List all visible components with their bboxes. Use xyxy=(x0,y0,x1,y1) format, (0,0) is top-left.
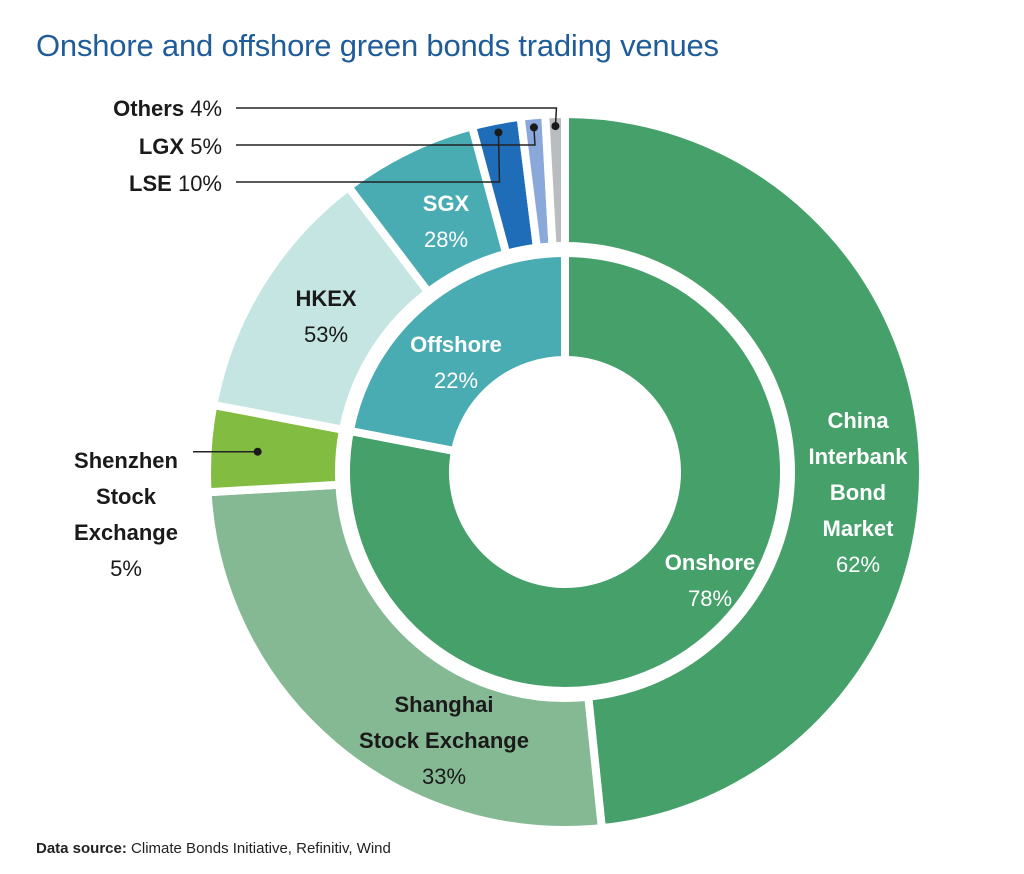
inner-ring xyxy=(342,248,788,695)
outer-slice-shanghai-stock-exchange xyxy=(203,480,607,834)
outer-label-shenzhen: Shenzhen Stock Exchange 5% xyxy=(74,448,178,581)
leader-others-dot xyxy=(551,122,560,131)
outer-label-lse: LSE 10% xyxy=(129,171,222,196)
data-source: Data source: Climate Bonds Initiative, R… xyxy=(36,840,391,857)
outer-label-shanghai: Shanghai Stock Exchange 33% xyxy=(359,692,529,789)
outer-label-hkex: HKEX 53% xyxy=(295,286,356,347)
outer-label-others: Others 4% xyxy=(113,96,222,121)
outer-label-lgx: LGX 5% xyxy=(139,134,222,159)
leader-shenzhen-dot xyxy=(253,447,262,456)
leader-lse-line xyxy=(236,132,501,183)
chart-title: Onshore and offshore green bonds trading… xyxy=(36,28,719,63)
data-source-label: Data source: xyxy=(36,840,127,857)
leader-lse-dot xyxy=(494,128,503,137)
inner-label-onshore: Onshore 78% xyxy=(665,550,755,611)
data-source-text: Climate Bonds Initiative, Refinitiv, Win… xyxy=(131,840,391,857)
leader-lgx-dot xyxy=(529,123,538,132)
inner-slice-onshore xyxy=(342,248,788,695)
outer-slice-china-interbank-bond-market xyxy=(561,109,927,833)
outer-slice-others xyxy=(541,109,569,251)
inner-slice-offshore xyxy=(345,248,569,456)
leader-others-line xyxy=(236,107,558,127)
slice-labels: Onshore 78% Offshore 22% China Interbank Bond M… xyxy=(74,96,908,789)
outer-ring xyxy=(203,109,927,834)
inner-label-offshore: Offshore 22% xyxy=(410,332,502,393)
outer-label-china-interbank: China Interbank Bond Market 62% xyxy=(808,408,908,577)
outer-label-sgx: SGX 28% xyxy=(423,191,470,252)
leader-lines xyxy=(193,107,560,456)
leader-lgx-line xyxy=(236,127,536,146)
